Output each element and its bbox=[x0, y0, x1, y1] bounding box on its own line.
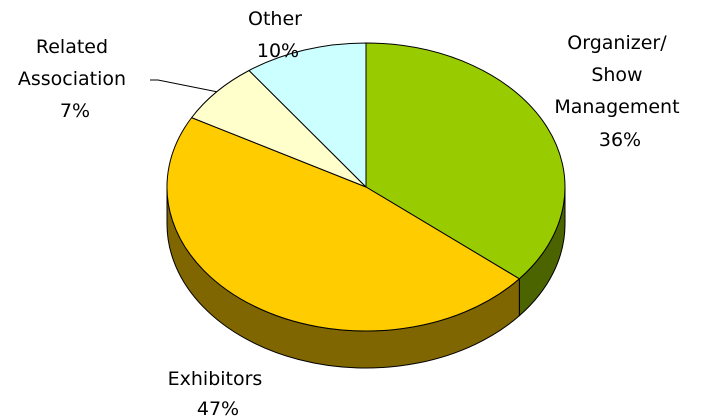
pie-slice-exhibitors bbox=[166, 117, 520, 332]
pie-slice-other bbox=[248, 42, 367, 188]
slice-labels: Organizer/ Show Management 36% Exhibitor… bbox=[18, 8, 685, 420]
slice-label-exhibitors: Exhibitors 47% bbox=[168, 368, 269, 420]
pie-slice-organizer-show-management bbox=[365, 42, 566, 280]
leader-lines bbox=[150, 79, 217, 93]
pie-top-faces bbox=[166, 42, 566, 332]
leader-line-related-association bbox=[150, 79, 217, 93]
slice-label-other: Other 10% bbox=[248, 8, 308, 62]
slice-label-organizer: Organizer/ Show Management 36% bbox=[554, 32, 685, 151]
slice-label-related-association: Related Association 7% bbox=[18, 36, 132, 122]
